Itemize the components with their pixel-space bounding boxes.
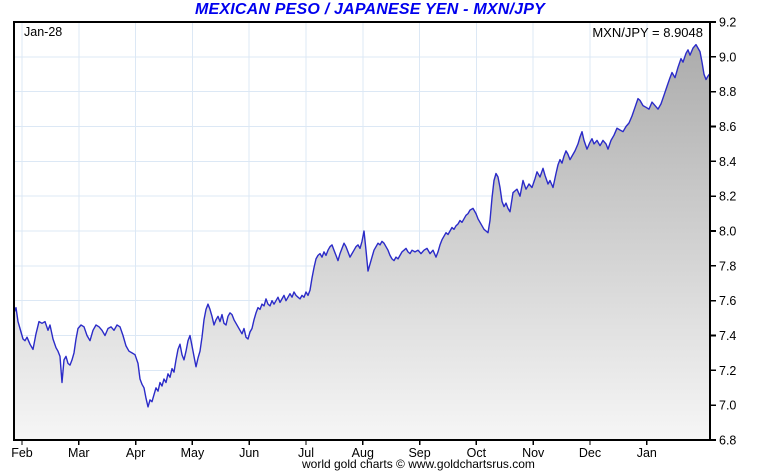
y-axis-tick-label: 7.2 xyxy=(719,364,736,378)
x-axis-tick-label: Dec xyxy=(579,446,601,460)
y-axis-tick-label: 9.0 xyxy=(719,50,736,64)
y-axis-tick-label: 9.2 xyxy=(719,16,736,30)
footer-credit: world gold charts © www.goldchartsrus.co… xyxy=(302,457,535,471)
y-axis-tick-label: 8.8 xyxy=(719,85,736,99)
date-annotation: Jan-28 xyxy=(24,25,63,39)
x-axis-tick-label: Jun xyxy=(239,446,259,460)
x-axis-tick-label: May xyxy=(181,446,205,460)
x-axis-tick-label: Sep xyxy=(408,446,430,460)
chart-title: MEXICAN PESO / JAPANESE YEN - MXN/JPY xyxy=(194,1,545,18)
y-axis-tick-label: 7.4 xyxy=(719,329,736,343)
x-axis-tick-label: Apr xyxy=(126,446,145,460)
x-axis-tick-label: Nov xyxy=(522,446,545,460)
x-axis-tick-label: Oct xyxy=(467,446,487,460)
x-axis-tick-label: Aug xyxy=(352,446,374,460)
y-axis-tick-label: 6.8 xyxy=(719,434,736,448)
price-line xyxy=(13,43,711,408)
quote-annotation: MXN/JPY = 8.9048 xyxy=(592,25,703,40)
y-axis-tick-label: 8.4 xyxy=(719,155,736,169)
x-axis-tick-label: Jul xyxy=(298,446,314,460)
x-axis-tick-label: Jan xyxy=(637,446,657,460)
y-axis-tick-label: 8.6 xyxy=(719,120,736,134)
y-axis-tick-label: 7.6 xyxy=(719,294,736,308)
x-axis-tick-label: Feb xyxy=(11,446,33,460)
x-axis-tick-label: Mar xyxy=(68,446,90,460)
y-axis-tick-label: 7.0 xyxy=(719,399,736,413)
y-axis-tick-label: 8.0 xyxy=(719,225,736,239)
y-axis-tick-label: 7.8 xyxy=(719,259,736,273)
y-axis-tick-label: 8.2 xyxy=(719,190,736,204)
